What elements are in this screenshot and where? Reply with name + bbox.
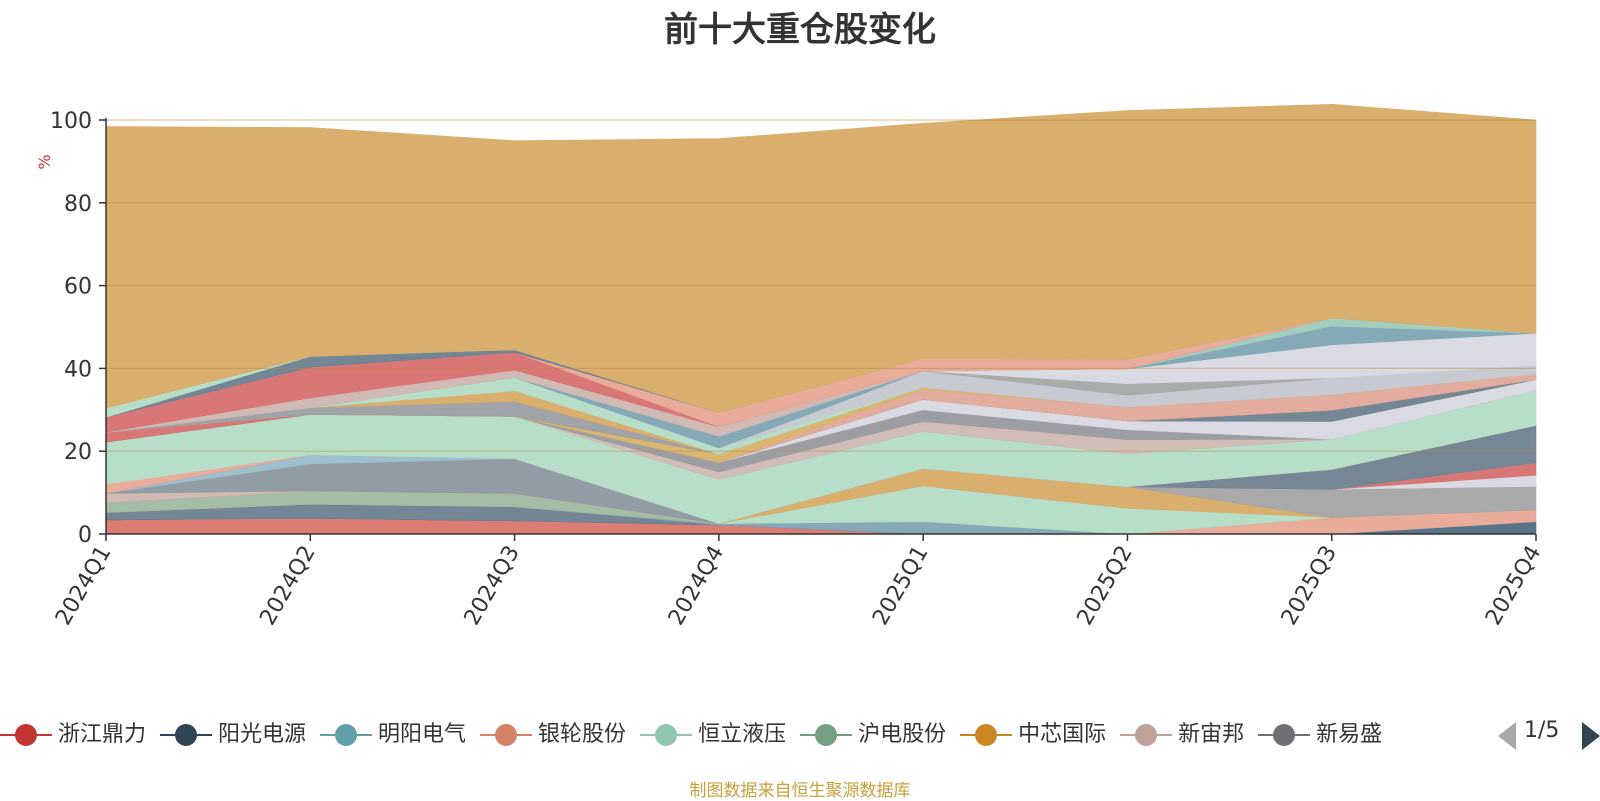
x-tick-label: 2024Q2	[255, 542, 320, 630]
y-tick-labels: 0 20 40 60 80 100	[50, 109, 106, 548]
chart-title: 前十大重仓股变化	[664, 10, 936, 50]
y-tick-label: 80	[64, 192, 92, 217]
legend-label: 明阳电气	[378, 721, 467, 747]
grid-lines	[106, 119, 1536, 452]
x-tick-label: 2025Q2	[1073, 542, 1138, 630]
legend-item[interactable]: 银轮股份	[480, 712, 626, 756]
legend-label: 恒立液压	[698, 721, 787, 747]
y-axis-label: %	[35, 154, 54, 169]
x-tick-label: 2024Q1	[51, 542, 116, 630]
legend-page-indicator: 1/5	[1524, 718, 1560, 743]
legend-item[interactable]: 新宙邦	[1120, 712, 1244, 756]
legend-item[interactable]: 明阳电气	[320, 712, 466, 756]
legend-marker-icon	[0, 723, 52, 747]
legend-label: 中芯国际	[1018, 721, 1107, 747]
legend-marker-icon	[480, 723, 533, 747]
x-tick-label: 2025Q4	[1481, 542, 1546, 630]
x-tick-label: 2024Q3	[460, 542, 525, 630]
legend-marker-icon	[160, 723, 213, 747]
y-tick-label: 40	[64, 357, 92, 382]
legend-item[interactable]: 浙江鼎力	[0, 712, 146, 756]
legend-marker-icon	[1258, 723, 1311, 747]
y-tick-label: 100	[50, 109, 92, 134]
legend-marker-icon	[800, 723, 853, 747]
x-tick-label: 2025Q3	[1277, 542, 1342, 630]
legend-label: 浙江鼎力	[58, 721, 147, 747]
area-series-group	[105, 103, 1537, 535]
legend-label: 沪电股份	[858, 721, 947, 747]
area-系列AN[interactable]	[105, 103, 1537, 414]
legend-item[interactable]: 恒立液压	[640, 712, 786, 756]
legend-marker-icon	[960, 723, 1013, 747]
legend-marker-icon	[320, 723, 373, 747]
legend-item[interactable]: 沪电股份	[800, 712, 946, 756]
axes	[105, 118, 1536, 535]
legend-prev-page-icon[interactable]	[1498, 722, 1516, 750]
y-tick-label: 0	[78, 523, 92, 548]
legend-item[interactable]: 新易盛	[1258, 712, 1382, 756]
x-tick-label: 2024Q4	[664, 542, 729, 630]
y-tick-label: 20	[64, 440, 92, 465]
legend-label: 阳光电源	[218, 721, 307, 747]
y-tick-label: 60	[64, 275, 92, 300]
x-tick-label: 2025Q1	[868, 542, 933, 630]
legend-item[interactable]: 中芯国际	[960, 712, 1106, 756]
legend-label: 新易盛	[1316, 721, 1383, 747]
legend: 浙江鼎力 阳光电源 明阳电气 银轮股份 恒立液压 沪电股份 中芯国际 新宙邦 新易盛	[0, 712, 1478, 756]
legend-item[interactable]: 阳光电源	[160, 712, 306, 756]
legend-marker-icon	[1120, 723, 1173, 747]
legend-next-page-icon[interactable]	[1582, 722, 1600, 750]
legend-label: 银轮股份	[538, 721, 627, 747]
legend-label: 新宙邦	[1178, 721, 1245, 747]
x-tick-labels: 2024Q1 2024Q2 2024Q3 2024Q4 2025Q1 2025Q2 2025…	[51, 534, 1546, 630]
source-note: 制图数据来自恒生聚源数据库	[689, 781, 911, 801]
legend-marker-icon	[640, 723, 693, 747]
